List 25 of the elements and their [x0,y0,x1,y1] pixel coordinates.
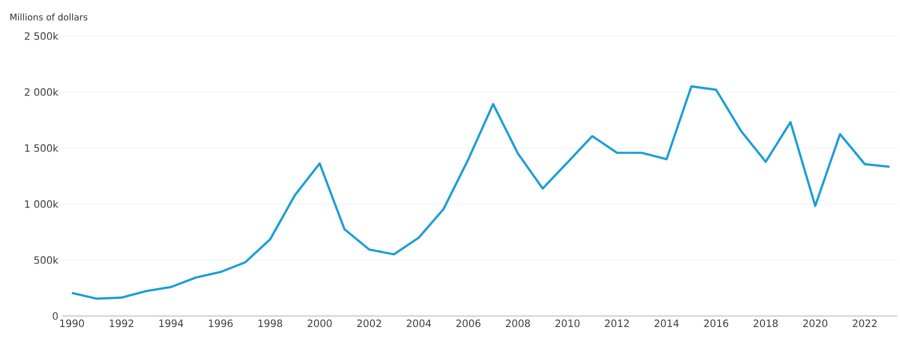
x-tick-label: 2010 [555,320,580,328]
x-tick-label: 2004 [406,320,431,328]
x-tick-label: 2018 [754,320,778,328]
x-tick-label: 2022 [852,320,877,328]
x-tick-label: 2002 [357,320,381,328]
x-tick-label: 2016 [704,320,728,328]
x-tick-label: 1996 [208,320,233,328]
y-tick-label: 0 [52,312,58,320]
y-axis-title: Millions of dollars [10,14,88,20]
y-tick-label: 2 000k [24,88,58,96]
x-tick-label: 2020 [803,320,828,328]
x-tick-label: 1998 [258,320,282,328]
y-tick-label: 1 000k [25,200,58,208]
line-series [70,85,891,300]
x-tick-label: 2000 [308,320,332,328]
x-tick-label: 1994 [159,320,184,328]
x-tick-label: 2008 [506,320,530,328]
x-tick-label: 2006 [456,320,480,328]
x-tick-label: 1990 [60,320,84,328]
x-tick-label: 1992 [110,320,134,328]
x-tick-label: 2012 [605,320,629,328]
y-tick-label: 2 500k [24,32,58,40]
y-tick-label: 500k [34,256,58,264]
x-tick-label: 2014 [654,320,679,328]
y-tick-label: 1 500k [25,144,58,152]
